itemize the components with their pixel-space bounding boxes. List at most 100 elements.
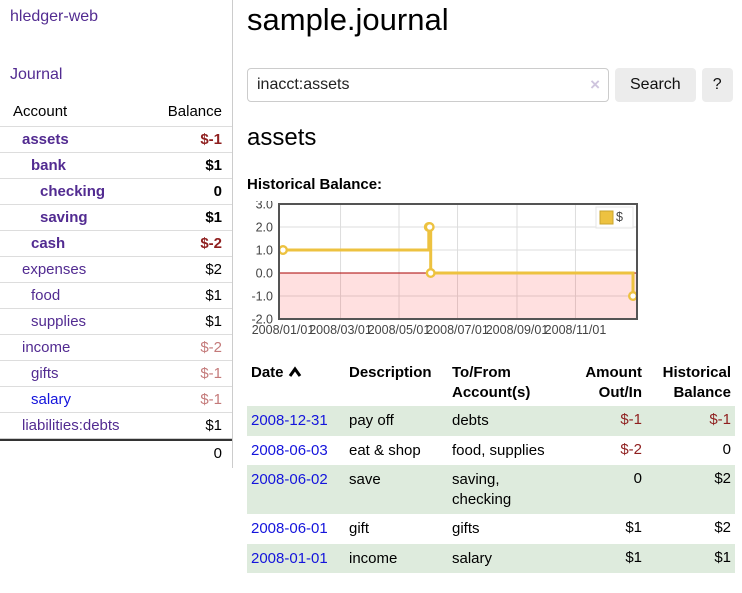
main-content: sample.journal × Search ? assets Histori… [233, 0, 742, 593]
svg-text:1.0: 1.0 [256, 244, 273, 258]
svg-text:2008/01/01: 2008/01/01 [252, 323, 315, 337]
account-balance: $2 [150, 256, 232, 282]
svg-text:3.0: 3.0 [256, 201, 273, 212]
account-link[interactable]: checking [40, 183, 106, 200]
account-row: gifts $-1 [0, 360, 232, 386]
account-row: checking 0 [0, 178, 232, 204]
account-balance: $-2 [150, 230, 232, 256]
accounts-header-account: Account [13, 103, 68, 120]
svg-text:2008/07/01: 2008/07/01 [426, 323, 489, 337]
page-title: sample.journal [247, 2, 449, 37]
account-link[interactable]: liabilities:debts [22, 417, 120, 434]
accounts-header-row: Account Balance [0, 100, 232, 126]
sidebar: hledger-web Journal Account Balance asse… [0, 0, 233, 468]
svg-text:2008/11/01: 2008/11/01 [545, 323, 607, 337]
transaction-balance: $-1 [709, 411, 731, 428]
transaction-row: 2008-12-31 pay off debts $-1 $-1 [247, 406, 735, 436]
transaction-description: save [349, 471, 381, 488]
transaction-description: pay off [349, 412, 394, 429]
account-link[interactable]: salary [31, 391, 72, 408]
account-link[interactable]: supplies [31, 313, 87, 330]
account-link[interactable]: saving [40, 209, 88, 226]
svg-text:2008/09/01: 2008/09/01 [486, 323, 549, 337]
accounts-header-balance: Balance [167, 103, 222, 120]
transaction-amount: $1 [625, 519, 642, 536]
search-box: × [247, 68, 609, 102]
svg-text:-2.0: -2.0 [251, 313, 273, 327]
register-header-row: Date Description To/From Account(s) Amou… [247, 359, 735, 406]
register-header-date[interactable]: Date [247, 359, 345, 406]
accounts-table-body: assets $-1 bank $1 checking 0 saving $1 cash $-2 e… [0, 126, 232, 439]
transaction-accounts: debts [452, 412, 489, 429]
account-balance: 0 [150, 178, 232, 204]
account-row: supplies $1 [0, 308, 232, 334]
transaction-balance: $1 [714, 548, 731, 566]
account-link[interactable]: income [22, 339, 71, 356]
account-balance: $-1 [150, 126, 232, 152]
search-form: × Search ? [247, 68, 735, 102]
historical-balance-chart: $3.0 2.0 1.0 0.0 -1.0 -2.02008/01/012008/03/0… [251, 201, 639, 337]
account-heading: assets [247, 124, 317, 151]
clear-search-icon[interactable]: × [590, 75, 600, 95]
account-link[interactable]: gifts [31, 365, 59, 382]
transaction-row: 2008-06-01 gift gifts $1 $2 [247, 514, 735, 544]
account-balance: $-2 [150, 334, 232, 360]
account-row: income $-2 [0, 334, 232, 360]
account-balance: $1 [150, 204, 232, 230]
transaction-date-link[interactable]: 2008-06-02 [251, 471, 328, 488]
svg-text:-1.0: -1.0 [251, 290, 273, 304]
transaction-accounts: gifts [452, 520, 480, 537]
transaction-row: 2008-01-01 income salary $1 $1 [247, 543, 735, 573]
register-header-amount: Amount Out/In [585, 364, 642, 401]
transaction-date-link[interactable]: 2008-06-03 [251, 441, 328, 459]
register-header-description: Description [349, 364, 432, 381]
svg-text:0.0: 0.0 [256, 267, 273, 281]
account-row: cash $-2 [0, 230, 232, 256]
account-balance: $1 [150, 282, 232, 308]
account-balance: $-1 [150, 386, 232, 412]
svg-text:2008/03/01: 2008/03/01 [309, 323, 372, 337]
account-link[interactable]: assets [22, 131, 69, 148]
transaction-balance: 0 [722, 440, 731, 458]
chart-title: Historical Balance: [247, 176, 383, 193]
transaction-amount: $1 [625, 548, 642, 566]
account-link[interactable]: cash [31, 235, 66, 252]
account-row: salary $-1 [0, 386, 232, 412]
account-link[interactable]: food [31, 287, 61, 304]
register-header-balance: Historical Balance [662, 364, 731, 401]
transaction-row: 2008-06-03 eat & shop food, supplies $-2 0 [247, 436, 735, 466]
sidebar-item-journal[interactable]: Journal [10, 66, 63, 83]
register-table-body: 2008-12-31 pay off debts $-1 $-1 2008-06-03 ea… [247, 406, 735, 573]
transaction-date-link[interactable]: 2008-01-01 [251, 549, 328, 567]
help-button[interactable]: ? [701, 68, 733, 102]
account-row: assets $-1 [0, 126, 232, 152]
transaction-description: income [349, 549, 398, 567]
search-input[interactable] [247, 68, 609, 102]
accounts-table: Account Balance assets $-1 bank $1 checking 0… [0, 100, 232, 466]
account-balance: $1 [150, 152, 232, 178]
transaction-balance: $2 [714, 519, 731, 536]
accounts-total-row: 0 [0, 439, 232, 466]
brand-link[interactable]: hledger-web [10, 8, 99, 25]
account-link[interactable]: bank [31, 157, 67, 174]
accounts-total-value: 0 [150, 439, 232, 466]
transaction-date-link[interactable]: 2008-06-01 [251, 520, 328, 537]
account-balance: $1 [150, 308, 232, 334]
account-row: food $1 [0, 282, 232, 308]
search-button[interactable]: Search [615, 68, 696, 102]
svg-text:2008/05/01: 2008/05/01 [368, 323, 431, 337]
transaction-accounts: food, supplies [452, 441, 545, 459]
account-row: liabilities:debts $1 [0, 412, 232, 439]
register-table: Date Description To/From Account(s) Amou… [247, 359, 735, 573]
transaction-row: 2008-06-02 save saving, checking 0 $2 [247, 465, 735, 514]
transaction-accounts: salary [452, 549, 493, 567]
sort-ascending-icon [288, 366, 301, 377]
transaction-date-link[interactable]: 2008-12-31 [251, 412, 328, 429]
account-link[interactable]: expenses [22, 261, 87, 278]
transaction-description: eat & shop [349, 441, 421, 459]
transaction-amount: $-1 [620, 411, 642, 428]
svg-text:$: $ [616, 210, 623, 224]
transaction-accounts: saving, checking [452, 471, 512, 508]
transaction-description: gift [349, 520, 370, 537]
